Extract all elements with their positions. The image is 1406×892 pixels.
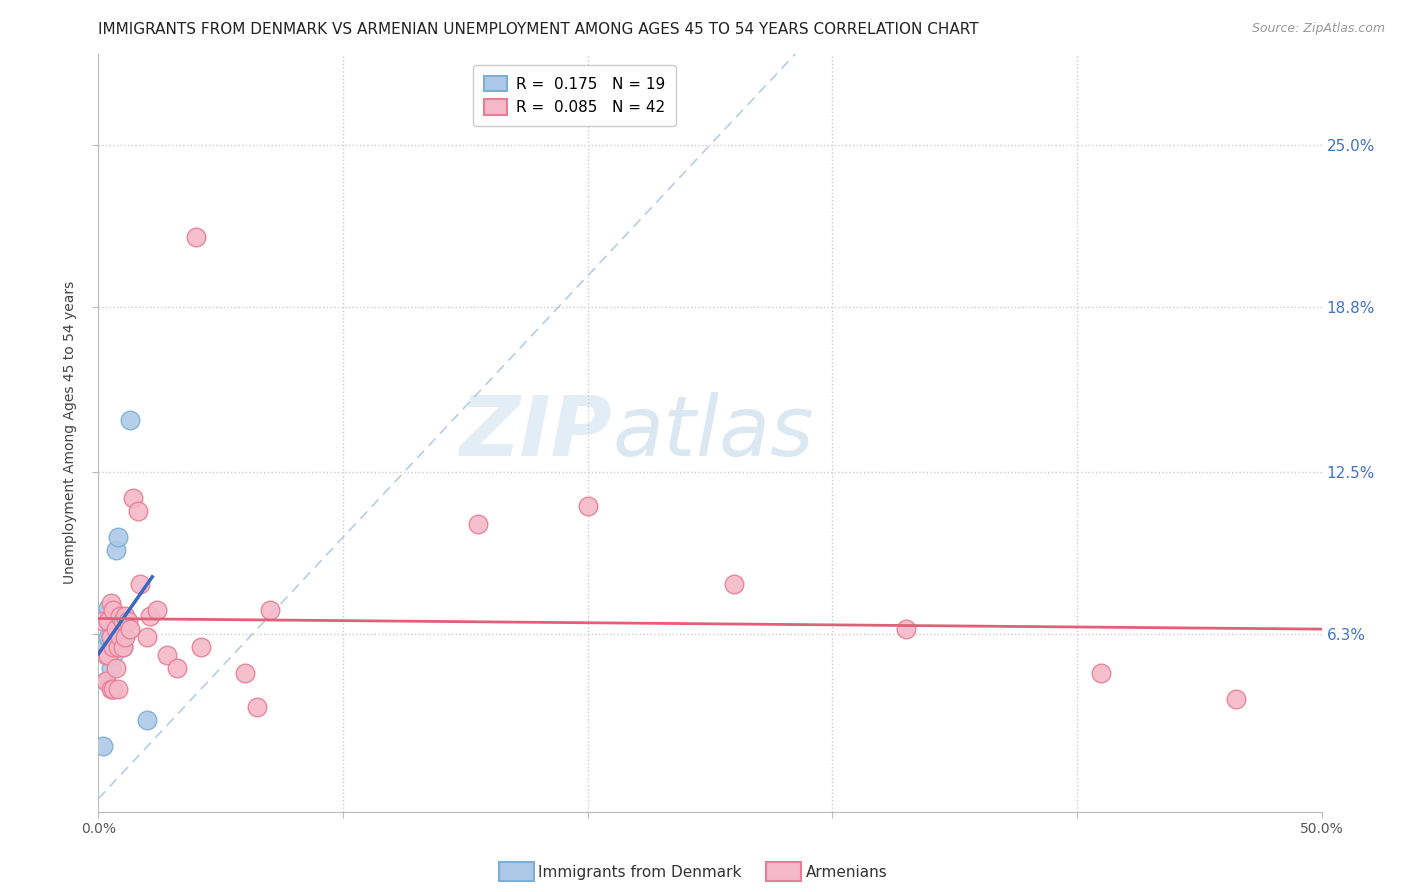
Point (101, 640, 124, 654)
Point (104, 661, 127, 675)
Point (114, 608, 136, 623)
Point (97, 600, 120, 615)
Point (100, 630, 122, 644)
Point (91, 614, 114, 628)
Point (129, 577, 152, 591)
Text: atlas: atlas (612, 392, 814, 473)
Point (101, 630, 124, 644)
Point (110, 608, 132, 623)
Point (114, 630, 136, 644)
Point (101, 681, 124, 696)
Text: Armenians: Armenians (806, 865, 887, 880)
Point (94, 673, 117, 688)
Point (111, 640, 134, 654)
Point (107, 530, 129, 544)
Point (101, 603, 124, 617)
Y-axis label: Unemployment Among Ages 45 to 54 years: Unemployment Among Ages 45 to 54 years (63, 281, 77, 584)
Point (100, 640, 122, 654)
Point (136, 713, 159, 727)
Point (190, 640, 212, 654)
Text: Source: ZipAtlas.com: Source: ZipAtlas.com (1251, 22, 1385, 36)
Point (156, 648, 179, 662)
Point (111, 614, 134, 628)
Point (100, 614, 122, 628)
Point (120, 622, 142, 636)
Point (100, 596, 122, 610)
Point (97, 614, 120, 628)
Point (121, 491, 143, 505)
Point (233, 666, 256, 681)
Point (97, 614, 120, 628)
Point (246, 700, 269, 714)
Point (97, 648, 120, 662)
Point (136, 630, 159, 644)
Point (100, 681, 122, 696)
Point (107, 681, 129, 696)
Point (259, 603, 281, 617)
Point (107, 640, 129, 654)
Point (101, 648, 124, 662)
Point (894, 622, 917, 636)
Point (139, 608, 162, 623)
Point (94, 673, 117, 688)
Point (104, 543, 127, 558)
Point (104, 622, 127, 636)
Point (100, 630, 122, 644)
Point (186, 229, 208, 244)
Text: ZIP: ZIP (460, 392, 612, 473)
Point (120, 412, 142, 426)
Point (723, 577, 745, 591)
Point (1090, 666, 1112, 681)
Point (117, 614, 139, 628)
Point (166, 661, 188, 675)
Text: Immigrants from Denmark: Immigrants from Denmark (538, 865, 742, 880)
Point (101, 681, 124, 696)
Text: IMMIGRANTS FROM DENMARK VS ARMENIAN UNEMPLOYMENT AMONG AGES 45 TO 54 YEARS CORRE: IMMIGRANTS FROM DENMARK VS ARMENIAN UNEM… (98, 22, 979, 37)
Point (1225, 692, 1247, 706)
Point (111, 640, 134, 654)
Point (146, 603, 169, 617)
Point (110, 614, 132, 628)
Point (94, 648, 117, 662)
Point (100, 661, 122, 675)
Legend: R =  0.175   N = 19, R =  0.085   N = 42: R = 0.175 N = 19, R = 0.085 N = 42 (472, 65, 676, 126)
Point (467, 517, 489, 532)
Point (576, 499, 599, 513)
Point (127, 504, 149, 518)
Point (91, 739, 114, 754)
Point (97, 630, 120, 644)
Point (94, 640, 117, 654)
Point (110, 630, 132, 644)
